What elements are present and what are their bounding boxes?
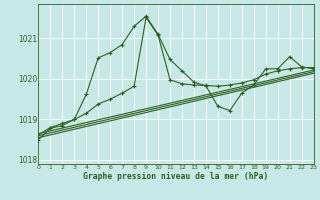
X-axis label: Graphe pression niveau de la mer (hPa): Graphe pression niveau de la mer (hPa) bbox=[84, 172, 268, 181]
